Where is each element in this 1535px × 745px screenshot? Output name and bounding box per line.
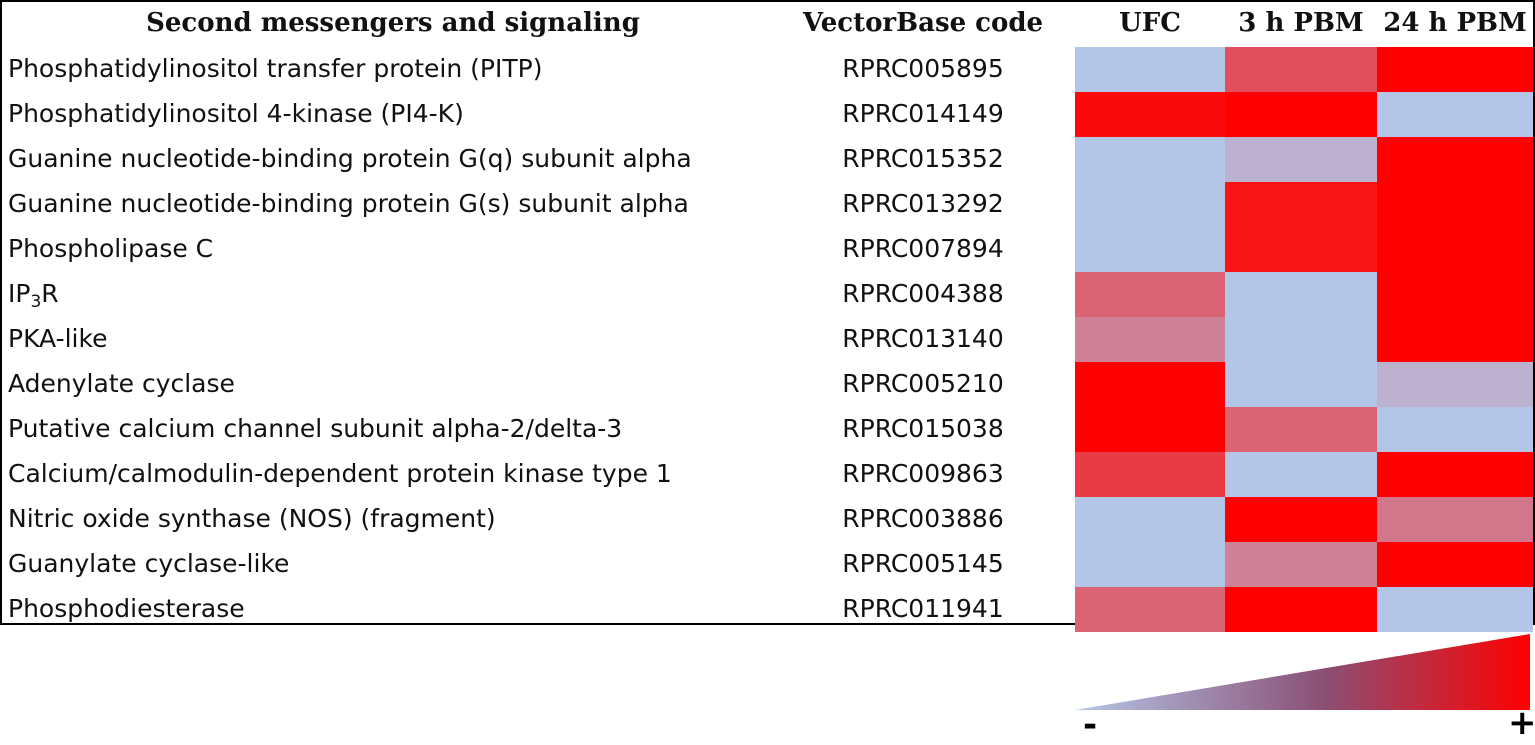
heatmap-cell [1075,542,1225,587]
heatmap-cell [1377,452,1533,497]
row-gene-name: Phosphatidylinositol transfer protein (P… [8,54,543,83]
heatmap-cell [1377,497,1533,542]
row-vectorbase-code: RPRC015038 [842,414,1004,443]
heatmap-cell [1225,587,1377,632]
row-gene-name: Guanine nucleotide-binding protein G(q) … [8,144,692,173]
heatmap-cell [1377,407,1533,452]
heatmap-cell [1225,452,1377,497]
row-vectorbase-code: RPRC005210 [842,369,1004,398]
heatmap-cell [1377,272,1533,317]
row-gene-name: Nitric oxide synthase (NOS) (fragment) [8,504,496,533]
heatmap-cell [1225,227,1377,272]
heatmap-cell [1075,407,1225,452]
header-vectorbase-code: VectorBase code [802,8,1044,38]
row-vectorbase-code: RPRC013140 [842,324,1004,353]
row-gene-name: Adenylate cyclase [8,369,235,398]
row-gene-name-prefix: IP [8,279,31,308]
header-gene-name: Second messengers and signaling [146,8,640,38]
heatmap-cell [1225,497,1377,542]
row-vectorbase-code: RPRC014149 [842,99,1004,128]
heatmap-cell [1225,407,1377,452]
heatmap-cell [1075,587,1225,632]
row-vectorbase-code: RPRC013292 [842,189,1004,218]
row-gene-name: Phospholipase C [8,234,214,263]
heatmap-cell [1225,137,1377,182]
row-gene-name: Phosphodiesterase [8,594,245,623]
heatmap-cell [1075,182,1225,227]
row-vectorbase-code: RPRC011941 [842,594,1004,623]
legend-plus-label: + [1508,703,1535,743]
row-gene-name: Calcium/calmodulin-dependent protein kin… [8,459,672,488]
heatmap-cell [1075,497,1225,542]
table-frame [0,0,1535,625]
heatmap-cell [1377,92,1533,137]
color-scale-wedge [1075,634,1530,710]
heatmap-cell [1075,362,1225,407]
header-col-3h-pbm: 3 h PBM [1238,8,1364,38]
header-col-ufc: UFC [1119,8,1181,38]
row-gene-name-suffix: R [41,279,59,308]
header-col-24h-pbm: 24 h PBM [1383,8,1527,38]
row-gene-name: IP3R [8,271,59,316]
heatmap-cell [1075,227,1225,272]
heatmap-cell [1377,362,1533,407]
row-vectorbase-code: RPRC005145 [842,549,1004,578]
heatmap-cell [1075,47,1225,92]
heatmap-cell [1225,92,1377,137]
row-gene-name: Guanine nucleotide-binding protein G(s) … [8,189,689,218]
heatmap-cell [1377,587,1533,632]
row-vectorbase-code: RPRC004388 [842,279,1004,308]
heatmap-cell [1075,137,1225,182]
row-vectorbase-code: RPRC007894 [842,234,1004,263]
row-gene-name: PKA-like [8,324,108,353]
row-gene-name: Putative calcium channel subunit alpha-2… [8,414,623,443]
row-gene-name: Phosphatidylinositol 4-kinase (PI4-K) [8,99,464,128]
heatmap-cell [1075,272,1225,317]
row-gene-name-subscript: 3 [30,292,42,312]
row-vectorbase-code: RPRC009863 [842,459,1004,488]
heatmap-cell [1225,542,1377,587]
heatmap-cell [1377,227,1533,272]
heatmap-cell [1377,182,1533,227]
heatmap-cell [1225,182,1377,227]
heatmap-cell [1377,47,1533,92]
heatmap-cell [1225,362,1377,407]
heatmap-cell [1075,92,1225,137]
heatmap-cell [1225,272,1377,317]
heatmap-cell [1377,542,1533,587]
color-scale-legend [1075,634,1530,710]
heatmap-cell [1075,317,1225,362]
heatmap-cell [1225,47,1377,92]
row-gene-name: Guanylate cyclase-like [8,549,290,578]
heatmap-cell [1225,317,1377,362]
row-vectorbase-code: RPRC015352 [842,144,1004,173]
heatmap-cell [1377,137,1533,182]
row-vectorbase-code: RPRC005895 [842,54,1004,83]
row-vectorbase-code: RPRC003886 [842,504,1004,533]
legend-minus-label: - [1083,705,1098,745]
heatmap-cell [1377,317,1533,362]
heatmap-cell [1075,452,1225,497]
